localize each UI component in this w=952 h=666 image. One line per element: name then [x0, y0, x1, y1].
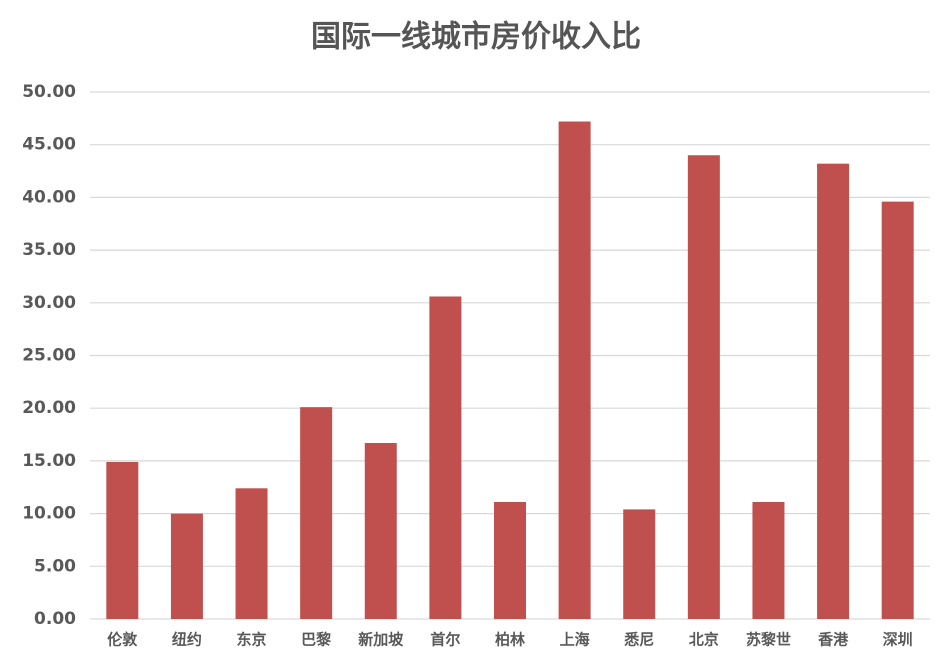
bar [106, 461, 139, 619]
bar [364, 442, 397, 619]
x-tick-label: 香港 [818, 631, 849, 649]
x-tick-label: 柏林 [495, 631, 526, 649]
x-tick-label: 巴黎 [301, 631, 331, 649]
y-tick-label: 10.00 [22, 504, 76, 524]
bar [623, 509, 656, 619]
x-tick-label: 首尔 [430, 631, 460, 649]
y-tick-label: 20.00 [22, 398, 76, 418]
x-tick-label: 苏黎世 [746, 631, 791, 649]
bar [687, 155, 720, 620]
y-tick-label: 0.00 [34, 609, 76, 629]
y-tick-label: 30.00 [22, 293, 76, 313]
y-tick-label: 25.00 [22, 346, 76, 366]
bar [300, 407, 333, 619]
bar [494, 502, 526, 619]
x-tick-label: 深圳 [883, 631, 913, 649]
chart-title: 国际一线城市房价收入比 [311, 20, 641, 55]
bar [558, 121, 591, 620]
bar [429, 296, 462, 619]
bar [752, 502, 785, 619]
y-tick-label: 35.00 [22, 240, 76, 260]
y-tick-label: 45.00 [22, 135, 76, 155]
bar [170, 513, 203, 619]
x-tick-label: 悉尼 [623, 631, 654, 649]
bar [881, 201, 914, 619]
bar [235, 488, 268, 619]
bar [817, 163, 850, 619]
x-tick-label: 伦敦 [107, 631, 138, 649]
y-tick-label: 5.00 [34, 556, 76, 576]
x-tick-label: 东京 [237, 631, 267, 649]
x-tick-label: 上海 [560, 631, 590, 649]
x-tick-label: 北京 [689, 631, 719, 649]
y-tick-label: 40.00 [22, 187, 76, 207]
x-tick-label: 纽约 [172, 631, 202, 649]
y-tick-label: 50.00 [22, 82, 76, 102]
x-tick-label: 新加坡 [358, 631, 403, 649]
y-tick-label: 15.00 [22, 451, 76, 471]
